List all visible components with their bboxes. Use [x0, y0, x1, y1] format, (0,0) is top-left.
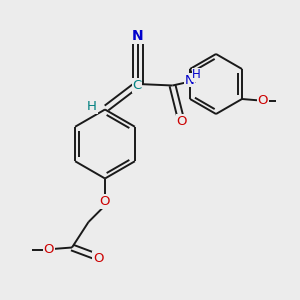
Text: O: O — [44, 243, 54, 256]
Text: H: H — [87, 100, 97, 113]
Text: O: O — [100, 195, 110, 208]
Text: O: O — [176, 115, 187, 128]
Text: O: O — [258, 94, 268, 107]
Text: O: O — [93, 252, 103, 265]
Text: N: N — [185, 74, 194, 87]
Text: N: N — [132, 29, 144, 43]
Text: H: H — [192, 68, 201, 82]
Text: C: C — [133, 79, 142, 92]
